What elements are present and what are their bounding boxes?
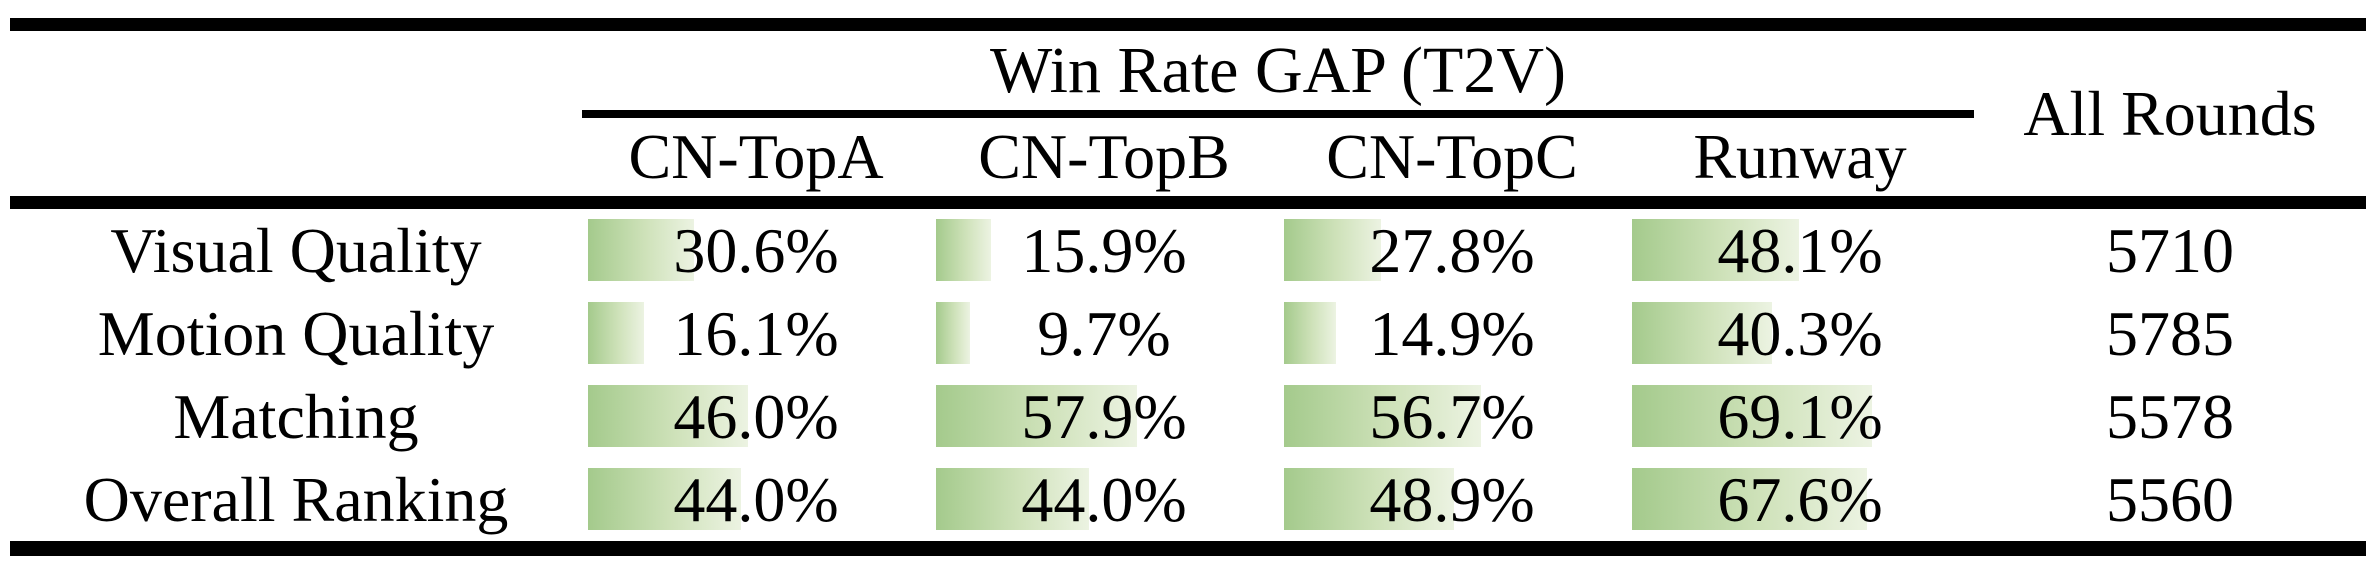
all-rounds-value: 5560 bbox=[2106, 463, 2234, 535]
percent-value: 69.1% bbox=[1717, 380, 1883, 452]
percent-value: 57.9% bbox=[1021, 380, 1187, 452]
percent-value: 46.0% bbox=[673, 380, 839, 452]
win-rate-bar bbox=[1632, 468, 1868, 530]
header-label-spacer bbox=[10, 31, 582, 196]
percent-value: 30.6% bbox=[673, 214, 839, 286]
percent-cell: 40.3% bbox=[1626, 292, 1974, 375]
percent-value: 67.6% bbox=[1717, 463, 1883, 535]
win-rate-bar bbox=[1284, 385, 1482, 447]
percent-cell: 27.8% bbox=[1278, 209, 1626, 292]
all-rounds-value: 5785 bbox=[2106, 297, 2234, 369]
row-label: Visual Quality bbox=[110, 214, 482, 286]
percent-value: 56.7% bbox=[1369, 380, 1535, 452]
percent-value: 14.9% bbox=[1369, 297, 1535, 369]
percent-cell: 69.1% bbox=[1626, 375, 1974, 458]
table-body: Visual Quality 30.6% 15.9% 27.8% 48.1% bbox=[10, 209, 2366, 541]
win-rate-bar bbox=[1632, 219, 1800, 281]
percent-cell: 44.0% bbox=[582, 458, 930, 541]
group-underline-rule bbox=[582, 110, 1974, 118]
win-rate-bar bbox=[588, 302, 645, 364]
table-header: Win Rate GAP (T2V) CN-TopA CN-TopB CN-To… bbox=[10, 31, 2366, 196]
percent-cell: 67.6% bbox=[1626, 458, 1974, 541]
percent-value: 44.0% bbox=[1021, 463, 1187, 535]
row-label: Overall Ranking bbox=[83, 463, 509, 535]
row-label: Motion Quality bbox=[97, 297, 495, 369]
all-rounds-value: 5578 bbox=[2106, 380, 2234, 452]
percent-value: 44.0% bbox=[673, 463, 839, 535]
percent-value: 40.3% bbox=[1717, 297, 1883, 369]
win-rate-bar bbox=[936, 468, 1090, 530]
percent-cell: 30.6% bbox=[582, 209, 930, 292]
win-rate-bar bbox=[1284, 219, 1381, 281]
percent-cell: 44.0% bbox=[930, 458, 1278, 541]
table-row-motion-quality: Motion Quality 16.1% 9.7% 14.9% 40.3% bbox=[10, 292, 2366, 375]
group-header-block: Win Rate GAP (T2V) CN-TopA CN-TopB CN-To… bbox=[582, 31, 1974, 196]
percent-cell: 46.0% bbox=[582, 375, 930, 458]
percent-value: 27.8% bbox=[1369, 214, 1535, 286]
percent-cell: 48.9% bbox=[1278, 458, 1626, 541]
win-rate-table: Win Rate GAP (T2V) CN-TopA CN-TopB CN-To… bbox=[10, 18, 2366, 556]
column-header-row: CN-TopA CN-TopB CN-TopC Runway bbox=[582, 118, 1974, 196]
win-rate-bar bbox=[936, 219, 992, 281]
percent-cell: 14.9% bbox=[1278, 292, 1626, 375]
group-header: Win Rate GAP (T2V) bbox=[990, 33, 1566, 107]
header-body-rule bbox=[10, 196, 2366, 209]
percent-cell: 16.1% bbox=[582, 292, 930, 375]
table-row-matching: Matching 46.0% 57.9% 56.7% 69.1% 557 bbox=[10, 375, 2366, 458]
win-rate-bar bbox=[1284, 302, 1336, 364]
table-row-overall-ranking: Overall Ranking 44.0% 44.0% 48.9% 67.6% bbox=[10, 458, 2366, 541]
win-rate-bar bbox=[1632, 302, 1773, 364]
win-rate-bar bbox=[588, 219, 695, 281]
percent-cell: 57.9% bbox=[930, 375, 1278, 458]
win-rate-bar bbox=[936, 385, 1138, 447]
column-header-cn-topc: CN-TopC bbox=[1326, 121, 1578, 192]
percent-cell: 56.7% bbox=[1278, 375, 1626, 458]
percent-value: 15.9% bbox=[1021, 214, 1187, 286]
percent-cell: 48.1% bbox=[1626, 209, 1974, 292]
win-rate-bar bbox=[1284, 468, 1455, 530]
percent-value: 9.7% bbox=[1037, 297, 1171, 369]
column-header-runway: Runway bbox=[1693, 121, 1907, 192]
top-rule bbox=[10, 18, 2366, 31]
percent-value: 48.1% bbox=[1717, 214, 1883, 286]
column-header-all-rounds: All Rounds bbox=[2023, 77, 2317, 149]
bottom-rule bbox=[10, 541, 2366, 556]
percent-value: 48.9% bbox=[1369, 463, 1535, 535]
win-rate-bar bbox=[1632, 385, 1873, 447]
column-header-cn-topb: CN-TopB bbox=[978, 121, 1230, 192]
percent-cell: 9.7% bbox=[930, 292, 1278, 375]
all-rounds-value: 5710 bbox=[2106, 214, 2234, 286]
column-header-cn-topa: CN-TopA bbox=[628, 121, 884, 192]
row-label: Matching bbox=[173, 380, 419, 452]
percent-cell: 15.9% bbox=[930, 209, 1278, 292]
table-row-visual-quality: Visual Quality 30.6% 15.9% 27.8% 48.1% bbox=[10, 209, 2366, 292]
win-rate-bar bbox=[588, 385, 749, 447]
percent-value: 16.1% bbox=[673, 297, 839, 369]
win-rate-bar bbox=[936, 302, 970, 364]
win-rate-bar bbox=[588, 468, 742, 530]
